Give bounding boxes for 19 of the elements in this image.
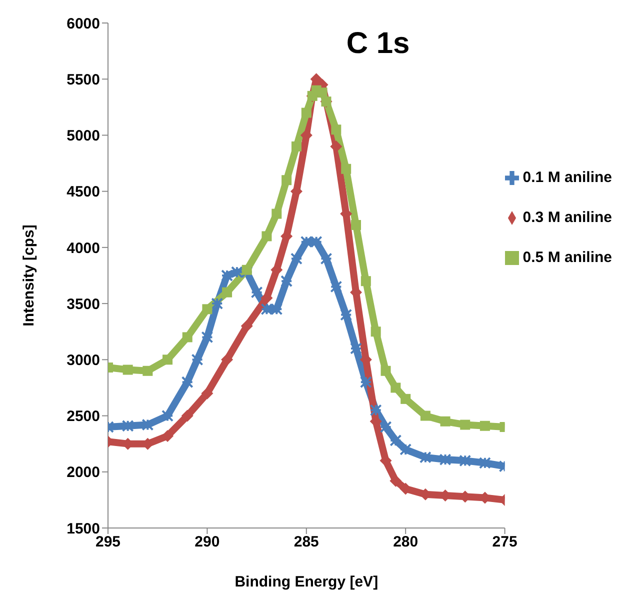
y-axis-title: Intensity [cps]: [20, 224, 38, 326]
y-tick-label: 5000: [66, 128, 100, 145]
legend-label: 0.5 M aniline: [522, 249, 612, 266]
y-tick-label: 4000: [66, 240, 100, 257]
y-tick-label: 2500: [66, 408, 100, 426]
y-tick-label: 5500: [66, 71, 100, 88]
chart-title: C 1s: [346, 27, 410, 60]
x-axis-title: Binding Energy [eV]: [234, 574, 378, 591]
x-tick-label: 280: [393, 534, 418, 551]
y-tick-label: 6000: [66, 15, 100, 32]
x-tick-label: 275: [492, 534, 518, 551]
legend-label: 0.3 M aniline: [522, 209, 612, 226]
legend-label: 0.1 M aniline: [522, 169, 612, 186]
x-tick-label: 285: [294, 534, 319, 551]
y-tick-label: 3000: [66, 352, 100, 369]
y-tick-label: 2000: [66, 464, 100, 482]
x-tick-label: 290: [194, 534, 220, 551]
y-tick-label: 4500: [66, 184, 100, 201]
y-tick-label: 3500: [66, 296, 100, 313]
